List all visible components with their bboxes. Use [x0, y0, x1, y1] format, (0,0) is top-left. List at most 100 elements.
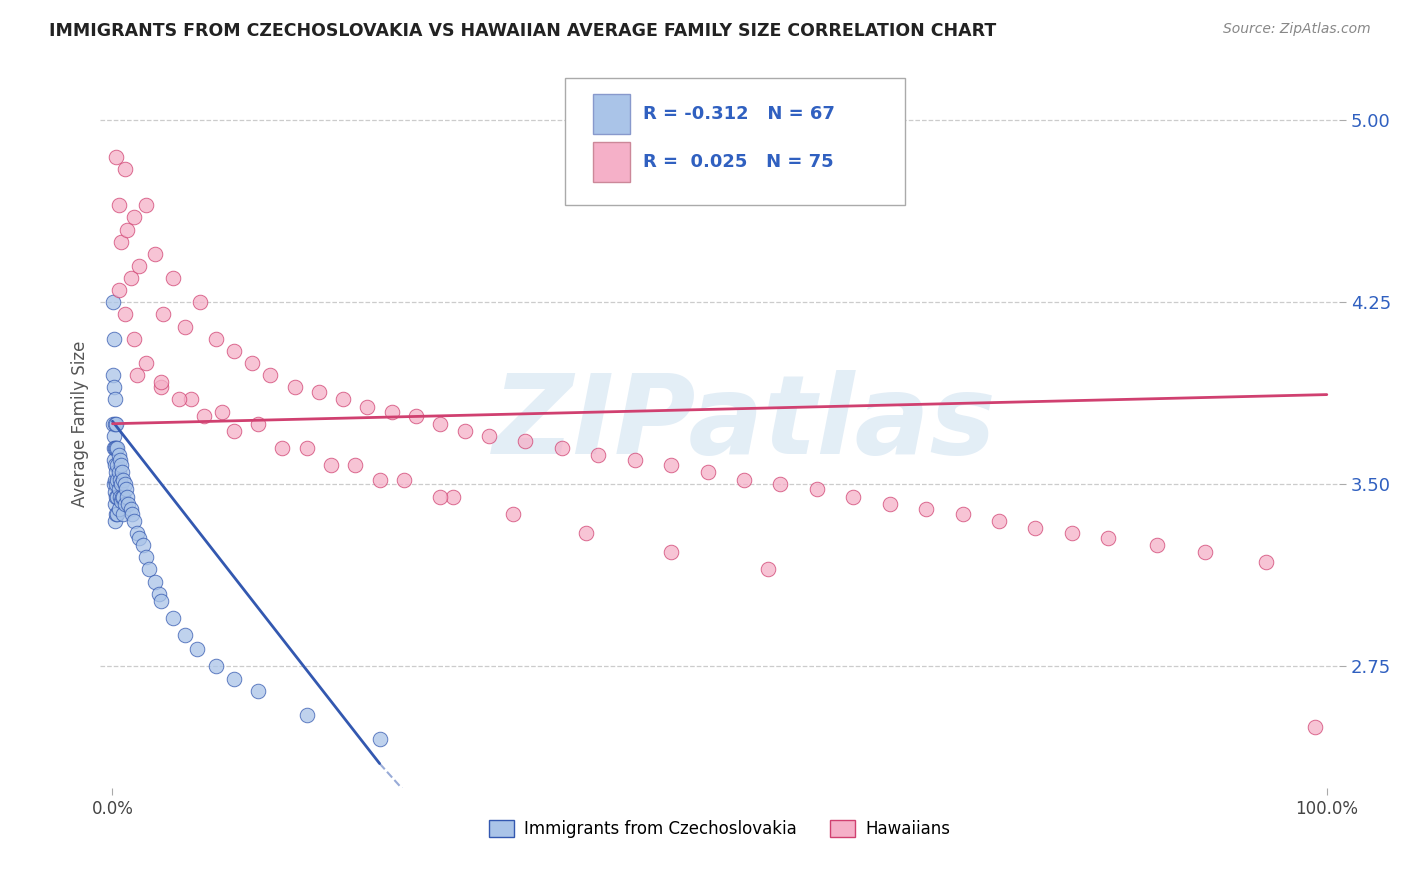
- Point: [128, 259, 150, 273]
- Point: [368, 732, 391, 747]
- Point: [150, 594, 173, 608]
- Point: [115, 222, 138, 236]
- Point: [515, 434, 537, 448]
- Point: [103, 441, 125, 455]
- Point: [105, 441, 128, 455]
- Point: [575, 525, 598, 540]
- Point: [392, 473, 415, 487]
- Point: [441, 490, 464, 504]
- Point: [381, 404, 404, 418]
- Y-axis label: Average Family Size: Average Family Size: [72, 341, 89, 507]
- Point: [247, 417, 270, 431]
- Point: [105, 473, 128, 487]
- Point: [105, 465, 128, 479]
- Point: [124, 211, 146, 225]
- Point: [104, 497, 127, 511]
- Text: IMMIGRANTS FROM CZECHOSLOVAKIA VS HAWAIIAN AVERAGE FAMILY SIZE CORRELATION CHART: IMMIGRANTS FROM CZECHOSLOVAKIA VS HAWAII…: [49, 22, 997, 40]
- Point: [756, 562, 779, 576]
- Point: [114, 477, 136, 491]
- Point: [135, 356, 157, 370]
- Point: [104, 458, 127, 472]
- Point: [138, 562, 160, 576]
- Point: [120, 501, 142, 516]
- Point: [112, 473, 135, 487]
- Point: [104, 473, 127, 487]
- Point: [115, 482, 138, 496]
- Point: [586, 448, 609, 462]
- Point: [132, 538, 155, 552]
- Point: [111, 465, 134, 479]
- Point: [1194, 545, 1216, 559]
- Point: [101, 295, 124, 310]
- Point: [104, 392, 127, 407]
- Point: [107, 482, 129, 496]
- Point: [344, 458, 367, 472]
- Point: [308, 385, 330, 400]
- Point: [162, 611, 184, 625]
- Point: [295, 441, 318, 455]
- Point: [623, 453, 645, 467]
- Point: [1254, 555, 1277, 569]
- Point: [111, 490, 134, 504]
- Point: [103, 332, 125, 346]
- Point: [222, 424, 245, 438]
- Point: [211, 404, 233, 418]
- Point: [110, 494, 132, 508]
- Point: [104, 514, 127, 528]
- Point: [135, 550, 157, 565]
- Point: [478, 429, 501, 443]
- Text: R = -0.312   N = 67: R = -0.312 N = 67: [643, 105, 835, 123]
- Point: [105, 150, 128, 164]
- Point: [1303, 720, 1326, 734]
- Point: [107, 448, 129, 462]
- Legend: Immigrants from Czechoslovakia, Hawaiians: Immigrants from Czechoslovakia, Hawaiian…: [482, 814, 957, 845]
- Point: [733, 473, 755, 487]
- Point: [240, 356, 263, 370]
- Point: [952, 507, 974, 521]
- Point: [104, 484, 127, 499]
- Point: [110, 235, 132, 249]
- Point: [204, 659, 226, 673]
- Text: Source: ZipAtlas.com: Source: ZipAtlas.com: [1223, 22, 1371, 37]
- Point: [114, 308, 136, 322]
- Point: [120, 271, 142, 285]
- Point: [174, 319, 197, 334]
- Point: [879, 497, 901, 511]
- Point: [769, 477, 792, 491]
- Point: [124, 332, 146, 346]
- Point: [222, 343, 245, 358]
- Point: [103, 429, 125, 443]
- Point: [368, 473, 391, 487]
- Point: [101, 368, 124, 383]
- Point: [128, 531, 150, 545]
- Point: [806, 482, 828, 496]
- Point: [551, 441, 574, 455]
- Point: [110, 458, 132, 472]
- Point: [107, 198, 129, 212]
- Point: [284, 380, 307, 394]
- Point: [453, 424, 475, 438]
- Point: [105, 507, 128, 521]
- Point: [271, 441, 294, 455]
- Point: [103, 477, 125, 491]
- Point: [125, 368, 148, 383]
- Point: [186, 642, 208, 657]
- Point: [115, 490, 138, 504]
- Point: [1060, 525, 1083, 540]
- Point: [108, 473, 131, 487]
- Point: [105, 490, 128, 504]
- Point: [105, 507, 128, 521]
- Point: [169, 392, 191, 407]
- Bar: [593, 142, 630, 182]
- Point: [152, 308, 174, 322]
- Point: [124, 514, 146, 528]
- Point: [110, 477, 132, 491]
- Point: [915, 501, 938, 516]
- Point: [188, 295, 211, 310]
- Point: [1146, 538, 1168, 552]
- Point: [107, 501, 129, 516]
- Point: [103, 417, 125, 431]
- Point: [135, 198, 157, 212]
- Bar: [593, 95, 630, 134]
- Point: [247, 683, 270, 698]
